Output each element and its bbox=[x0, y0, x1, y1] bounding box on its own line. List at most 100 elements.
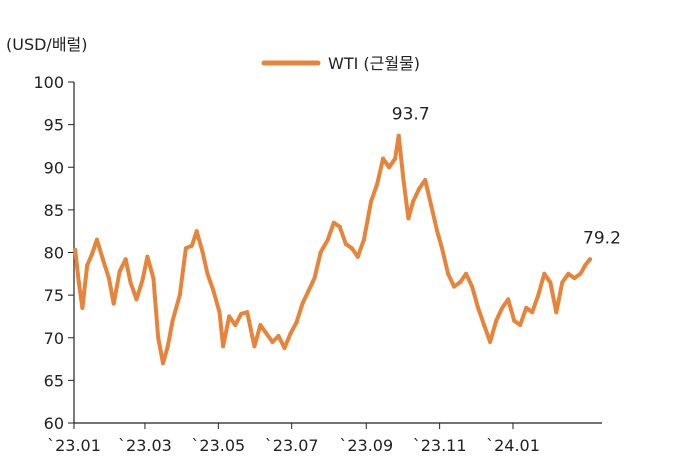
data-point bbox=[73, 247, 78, 252]
y-tick-label: 70 bbox=[44, 329, 64, 348]
data-point bbox=[294, 320, 299, 325]
data-point bbox=[355, 254, 360, 259]
data-point bbox=[76, 280, 81, 285]
data-point bbox=[80, 305, 85, 310]
wti-series-line bbox=[73, 133, 592, 366]
data-point bbox=[165, 344, 170, 349]
data-point bbox=[306, 288, 311, 293]
x-tick-label: `23.07 bbox=[265, 436, 319, 455]
data-point bbox=[227, 314, 232, 319]
data-point bbox=[423, 178, 428, 182]
data-point bbox=[233, 323, 238, 327]
data-point bbox=[494, 318, 499, 323]
data-point bbox=[387, 165, 392, 170]
data-point bbox=[458, 280, 463, 285]
data-point bbox=[111, 301, 116, 306]
data-point bbox=[90, 252, 94, 257]
y-tick-label: 80 bbox=[44, 244, 64, 263]
x-tick-label: `23.03 bbox=[118, 436, 172, 455]
y-tick-label: 100 bbox=[33, 73, 64, 92]
x-ticks: `23.01 `23.03 `23.05 `23.07 `23.09 `23.11 `24.… bbox=[47, 423, 540, 455]
data-point bbox=[128, 280, 133, 285]
data-point bbox=[258, 323, 263, 327]
data-point bbox=[361, 237, 366, 242]
data-point bbox=[252, 344, 257, 349]
data-point bbox=[94, 237, 99, 242]
y-ticks: 60 65 70 75 80 85 90 95 100 bbox=[33, 73, 74, 433]
data-point bbox=[85, 263, 90, 268]
data-point bbox=[288, 331, 293, 336]
data-point bbox=[349, 246, 354, 251]
x-tick-label: `24.01 bbox=[486, 436, 540, 455]
data-point bbox=[183, 246, 188, 251]
data-point bbox=[470, 284, 475, 289]
data-point bbox=[369, 199, 374, 204]
data-point bbox=[151, 276, 156, 281]
axes bbox=[73, 82, 602, 424]
series-points bbox=[73, 133, 592, 366]
data-point bbox=[189, 243, 194, 248]
data-point bbox=[500, 305, 505, 310]
legend: WTI (근월물) bbox=[261, 54, 420, 73]
data-point bbox=[194, 229, 199, 234]
data-point bbox=[106, 276, 111, 281]
data-point bbox=[560, 280, 565, 285]
data-point bbox=[446, 271, 451, 276]
y-tick-label: 95 bbox=[44, 116, 64, 135]
data-point bbox=[381, 156, 386, 161]
data-point bbox=[217, 310, 222, 315]
data-point bbox=[325, 237, 330, 242]
data-point bbox=[440, 246, 444, 251]
data-point bbox=[123, 257, 128, 262]
data-point bbox=[337, 224, 342, 229]
data-point bbox=[331, 220, 336, 225]
data-point bbox=[343, 242, 348, 246]
data-point bbox=[429, 203, 434, 208]
data-point bbox=[134, 297, 139, 302]
annotations: 93.7 79.2 bbox=[392, 105, 621, 249]
data-point bbox=[221, 344, 226, 349]
data-point bbox=[117, 269, 122, 274]
data-point bbox=[282, 346, 287, 350]
data-point bbox=[583, 263, 588, 268]
y-tick-label: 65 bbox=[44, 371, 64, 390]
data-point bbox=[554, 310, 559, 315]
data-point bbox=[476, 305, 481, 310]
data-point bbox=[411, 199, 416, 204]
data-point bbox=[506, 297, 511, 302]
data-point bbox=[318, 250, 323, 255]
x-tick-label: `23.09 bbox=[339, 436, 393, 455]
data-point bbox=[401, 178, 406, 182]
data-point bbox=[156, 335, 161, 340]
data-point bbox=[312, 276, 317, 281]
data-point bbox=[300, 301, 305, 306]
data-point bbox=[588, 257, 592, 262]
data-point bbox=[518, 323, 523, 327]
data-point bbox=[566, 271, 571, 276]
data-point bbox=[211, 288, 216, 293]
data-point bbox=[205, 271, 210, 276]
data-point bbox=[417, 186, 422, 191]
data-point bbox=[530, 310, 535, 315]
x-tick-label: `23.05 bbox=[191, 436, 245, 455]
data-point bbox=[396, 133, 401, 138]
legend-label-wti: WTI (근월물) bbox=[328, 54, 420, 73]
y-axis-unit-label: (USD/배럴) bbox=[6, 35, 88, 54]
data-point bbox=[245, 310, 250, 315]
data-point bbox=[482, 323, 487, 327]
y-tick-label: 75 bbox=[44, 286, 64, 305]
data-label: 93.7 bbox=[392, 105, 430, 125]
data-point bbox=[100, 257, 105, 262]
data-point bbox=[578, 271, 583, 276]
x-tick-label: `23.11 bbox=[413, 436, 467, 455]
data-point bbox=[239, 311, 244, 316]
data-point bbox=[264, 331, 269, 336]
y-tick-label: 85 bbox=[44, 201, 64, 220]
data-point bbox=[542, 271, 547, 276]
y-tick-label: 60 bbox=[44, 414, 64, 433]
data-point bbox=[452, 284, 457, 289]
data-point bbox=[276, 334, 281, 338]
data-point bbox=[536, 293, 541, 298]
data-point bbox=[464, 271, 469, 276]
